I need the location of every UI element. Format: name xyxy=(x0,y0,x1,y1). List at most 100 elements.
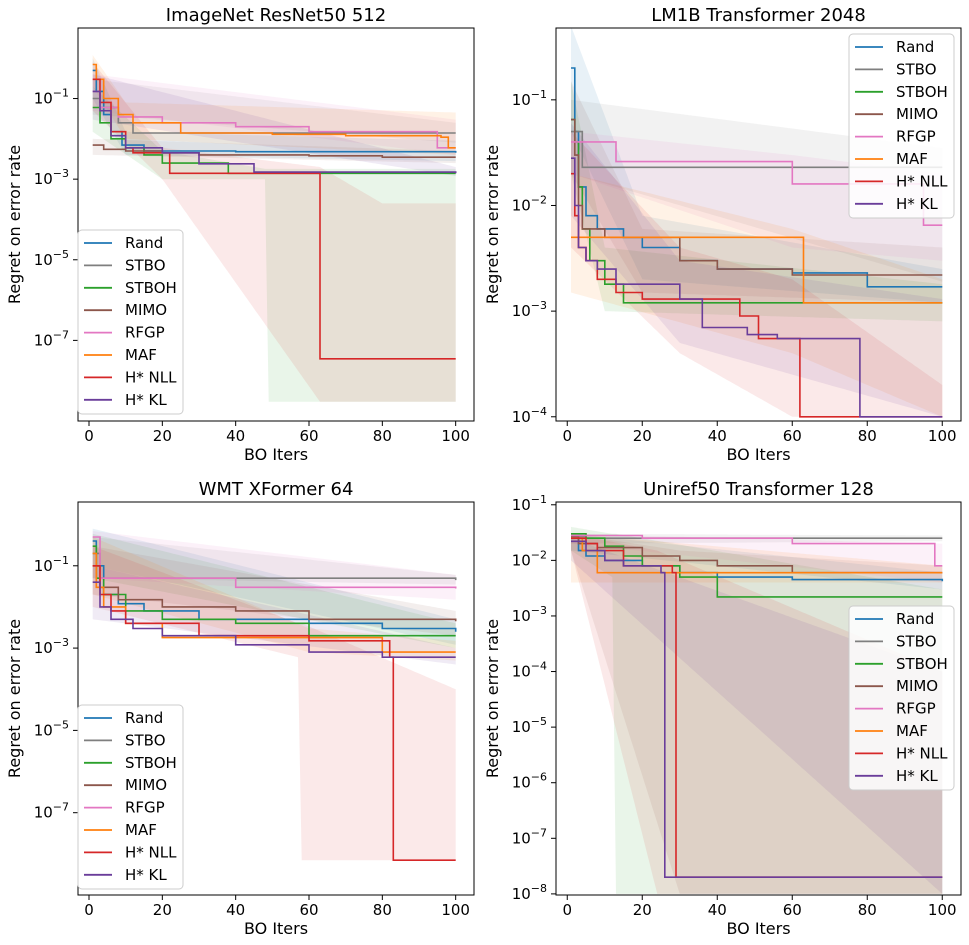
x-axis-label: BO Iters xyxy=(244,445,308,464)
legend-label-stboh: STBOH xyxy=(896,655,948,673)
legend-label-rand: Rand xyxy=(125,709,163,727)
band-hstar-nll xyxy=(92,62,456,402)
y-tick-label: 10−7 xyxy=(34,328,69,349)
y-tick-label: 10−5 xyxy=(34,718,69,739)
plot-frame xyxy=(77,27,475,422)
line-stboh xyxy=(571,533,943,598)
line-maf xyxy=(571,236,943,304)
chart-title: WMT XFormer 64 xyxy=(199,479,354,500)
x-tick-label: 100 xyxy=(928,901,957,919)
x-tick-label: 100 xyxy=(441,901,470,919)
legend-label-maf: MAF xyxy=(896,722,928,740)
legend-label-stbo: STBO xyxy=(896,632,937,650)
y-tick-label: 10−7 xyxy=(512,826,547,847)
line-maf xyxy=(92,63,456,149)
legend-label-rfgp: RFGP xyxy=(125,799,165,817)
legend: Rand STBO STBOH MIMO RFGP MAF H* NLL H* KL xyxy=(848,33,955,219)
panel-uniref50: 0 20 40 60 80 100 10−8 10−7 10−6 10−5 10−4 10−3 10−2… xyxy=(483,479,962,938)
y-tick-label: 10−1 xyxy=(34,554,69,575)
line-stbo xyxy=(571,130,943,169)
x-tick-label: 0 xyxy=(562,901,572,919)
legend-label-hstar-nll: H* NLL xyxy=(896,744,948,762)
y-tick-label: 10−1 xyxy=(34,87,69,108)
panel-imagenet: 0 20 40 60 80 100 10−7 10−5 10−3 10−1 ImageNet Res… xyxy=(5,5,475,464)
band-rfgp xyxy=(92,74,456,155)
line-mimo xyxy=(571,118,943,276)
y-tick-label: 10−4 xyxy=(512,405,547,426)
x-axis-label: BO Iters xyxy=(244,919,308,938)
y-tick-label: 10−1 xyxy=(512,493,547,514)
x-tick-label: 60 xyxy=(299,427,318,445)
legend-label-maf: MAF xyxy=(125,346,157,364)
legend-label-mimo: MIMO xyxy=(896,105,938,123)
plot-frame xyxy=(555,501,962,896)
chart-title: ImageNet ResNet50 512 xyxy=(166,5,386,26)
band-hstar-nll xyxy=(571,533,943,894)
legend-label-stbo: STBO xyxy=(125,256,166,274)
plot-frame xyxy=(555,27,962,422)
x-tick-label: 80 xyxy=(858,427,877,445)
x-tick-label: 80 xyxy=(858,901,877,919)
x-tick-label: 40 xyxy=(226,427,245,445)
y-tick-label: 10−1 xyxy=(512,88,547,109)
plot-area xyxy=(92,55,457,402)
band-rand xyxy=(92,58,456,162)
band-mimo xyxy=(92,546,456,636)
y-tick-label: 10−3 xyxy=(512,299,547,320)
legend-label-hstar-kl: H* KL xyxy=(125,391,167,409)
band-maf xyxy=(571,173,943,417)
band-rand xyxy=(571,28,943,303)
legend-label-hstar-nll: H* NLL xyxy=(896,172,948,190)
y-tick-label: 10−2 xyxy=(512,548,547,569)
band-hstar-nll xyxy=(571,131,943,417)
line-hstar-kl xyxy=(571,540,943,878)
x-tick-label: 80 xyxy=(373,901,392,919)
y-tick-label: 10−4 xyxy=(512,660,547,681)
x-axis-label: BO Iters xyxy=(726,919,790,938)
band-hstar-kl xyxy=(92,74,456,176)
x-tick-label: 80 xyxy=(373,427,392,445)
legend-label-mimo: MIMO xyxy=(125,776,167,794)
band-hstar-nll xyxy=(92,546,456,861)
band-stbo xyxy=(92,537,456,585)
legend-box xyxy=(77,229,184,415)
x-axis-label: BO Iters xyxy=(726,445,790,464)
legend-label-hstar-nll: H* NLL xyxy=(125,368,177,386)
x-tick-label: 0 xyxy=(84,901,94,919)
y-tick-label: 10−6 xyxy=(512,771,547,792)
line-hstar-kl xyxy=(92,581,456,658)
legend-label-mimo: MIMO xyxy=(125,301,167,319)
legend-label-hstar-nll: H* NLL xyxy=(125,843,177,861)
legend-label-rand: Rand xyxy=(125,234,163,252)
x-tick-label: 60 xyxy=(783,427,802,445)
legend: Rand STBO STBOH MIMO RFGP MAF H* NLL H* KL xyxy=(77,704,184,890)
x-tick-label: 40 xyxy=(708,901,727,919)
legend-label-stbo: STBO xyxy=(125,731,166,749)
y-axis-label: Regret on error rate xyxy=(483,619,502,778)
x-tick-label: 0 xyxy=(84,427,94,445)
x-tick-label: 40 xyxy=(708,427,727,445)
x-tick-label: 100 xyxy=(441,427,470,445)
band-stboh xyxy=(92,86,456,402)
y-axis-label: Regret on error rate xyxy=(5,145,24,304)
y-tick-label: 10−3 xyxy=(34,636,69,657)
x-tick-label: 0 xyxy=(562,427,572,445)
legend-label-rfgp: RFGP xyxy=(896,128,936,146)
plot-area xyxy=(571,28,943,418)
panel-wmt: 0 20 40 60 80 100 10−7 10−5 10−3 10−1 WMT XFormer … xyxy=(5,479,475,938)
x-tick-label: 20 xyxy=(633,427,652,445)
legend-label-rfgp: RFGP xyxy=(125,324,165,342)
band-maf xyxy=(571,533,943,583)
y-axis-label: Regret on error rate xyxy=(5,619,24,778)
x-tick-label: 20 xyxy=(153,427,172,445)
line-stboh xyxy=(92,545,456,637)
legend-label-stboh: STBOH xyxy=(896,83,948,101)
legend: Rand STBO STBOH MIMO RFGP MAF H* NLL H* KL xyxy=(77,229,184,415)
band-stboh xyxy=(571,81,943,322)
y-tick-label: 10−2 xyxy=(512,193,547,214)
band-maf xyxy=(92,55,456,155)
x-tick-label: 100 xyxy=(928,427,957,445)
x-tick-label: 40 xyxy=(226,901,245,919)
legend-label-maf: MAF xyxy=(125,821,157,839)
legend-label-hstar-kl: H* KL xyxy=(896,195,938,213)
